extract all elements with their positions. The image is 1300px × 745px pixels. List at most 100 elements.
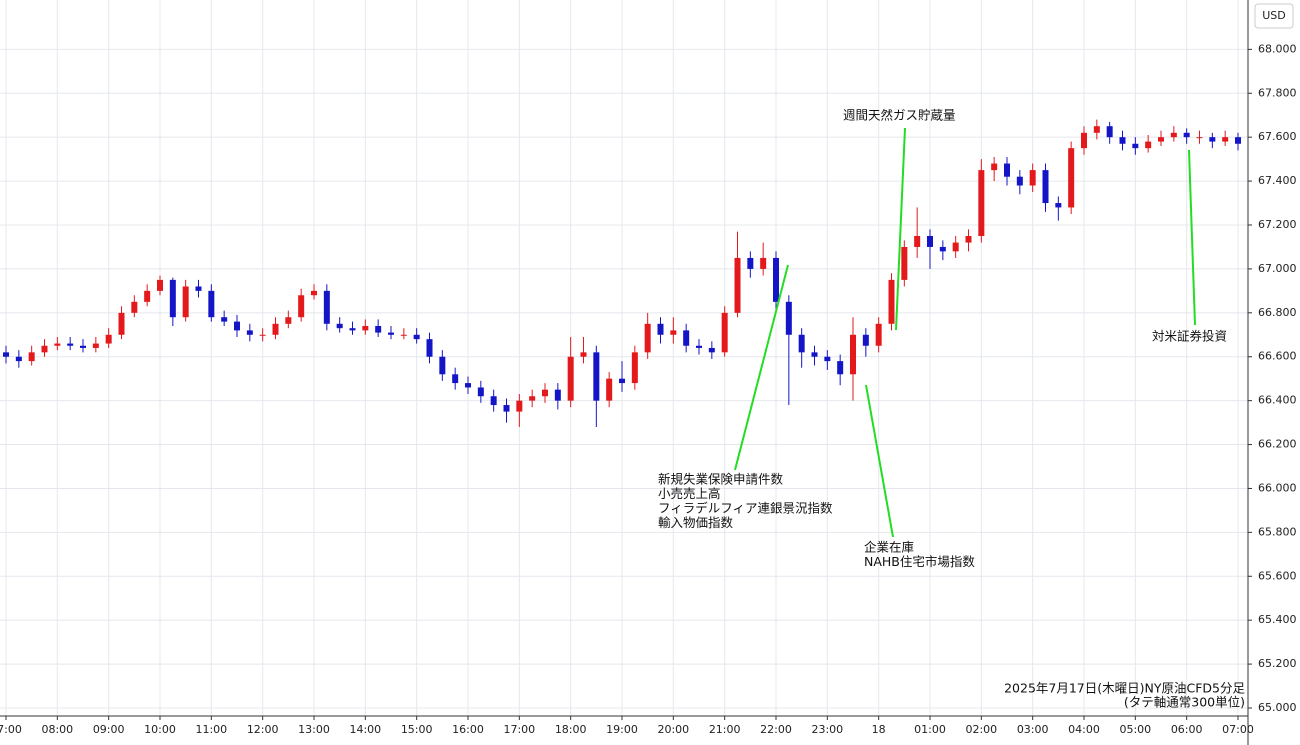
candle-body [747, 257, 754, 269]
x-tick-label: 19:00 [606, 723, 638, 736]
annotation-text: 小売売上高 [658, 486, 721, 501]
candle-body [760, 257, 767, 269]
candle-body [939, 246, 946, 252]
candle-body [1209, 137, 1216, 142]
candle-body [182, 286, 189, 318]
currency-label: USD [1262, 9, 1286, 22]
x-tick-label: 01:00 [914, 723, 946, 736]
x-tick-label: 12:00 [247, 723, 279, 736]
candle-body [375, 325, 382, 333]
candle-body [875, 323, 882, 346]
candle-body [1222, 137, 1229, 142]
candle-body [811, 352, 818, 357]
candle-body [1196, 137, 1203, 139]
x-tick-label: 14:00 [349, 723, 381, 736]
candle-body [1235, 137, 1241, 144]
y-tick-label: 66.800 [1258, 306, 1297, 319]
x-tick-label: 15:00 [401, 723, 433, 736]
y-tick-label: 67.600 [1258, 130, 1297, 143]
candle-body [144, 290, 151, 302]
candle-body [1145, 141, 1152, 149]
candle-body [400, 334, 407, 336]
candle-body [1004, 163, 1010, 177]
annotation-text: 新規失業保険申請件数 [658, 472, 784, 487]
y-tick-label: 67.200 [1258, 218, 1297, 231]
x-tick-label: 06:00 [1171, 723, 1203, 736]
candle-body [388, 332, 394, 335]
annotation-text: 週間天然ガス貯蔵量 [843, 108, 956, 123]
candle-body [734, 257, 741, 313]
candle-body [837, 361, 844, 375]
candle-body [631, 352, 638, 384]
y-tick-label: 67.800 [1258, 86, 1297, 99]
candle-body [195, 286, 202, 291]
candle-body [965, 235, 972, 243]
candle-body [349, 328, 356, 331]
x-tick-label: 18 [872, 723, 886, 736]
candle-body [696, 345, 702, 348]
candle-body [285, 317, 292, 324]
candle-body [92, 343, 99, 348]
candle-body [1106, 126, 1113, 138]
candle-body [529, 396, 536, 401]
y-tick-label: 65.000 [1258, 701, 1297, 714]
candle-body [516, 400, 523, 412]
candle-body [169, 279, 176, 318]
candle-body [554, 389, 561, 401]
candle-body [1055, 203, 1062, 208]
candle-body [914, 235, 921, 247]
candle-body [785, 301, 792, 335]
candle-body [1029, 170, 1036, 186]
candle-body [862, 334, 869, 346]
candle-body [413, 334, 420, 340]
candle-body [105, 334, 112, 344]
candle-body [888, 279, 895, 324]
annotation-text: フィラデルフィア連銀景況指数 [658, 501, 833, 516]
x-tick-label: 18:00 [555, 723, 587, 736]
annotation-text: NAHB住宅市場指数 [864, 554, 975, 569]
x-tick-label: 02:00 [965, 723, 997, 736]
x-tick-label: 13:00 [298, 723, 330, 736]
candle-body [1093, 126, 1100, 133]
candle-body [619, 378, 625, 384]
candle-body [1042, 170, 1049, 204]
candle-body [1183, 132, 1190, 138]
candle-body [593, 352, 600, 401]
candle-body [246, 330, 253, 335]
y-tick-label: 66.400 [1258, 394, 1297, 407]
x-tick-label: 03:00 [1017, 723, 1049, 736]
candle-body [927, 235, 933, 247]
candle-body [773, 257, 779, 302]
candle-body [272, 323, 279, 335]
candle-body [657, 323, 664, 335]
candle-body [978, 170, 985, 236]
candle-body [157, 279, 163, 291]
candle-body [336, 323, 343, 329]
candle-body [80, 345, 86, 348]
candle-body [54, 343, 61, 346]
footer-text: (タテ軸通常300単位) [1124, 695, 1245, 710]
x-tick-label: 20:00 [657, 723, 689, 736]
candle-body [850, 334, 856, 375]
x-tick-label: 07:00 [1222, 723, 1254, 736]
x-tick-label: 16:00 [452, 723, 484, 736]
annotation-line [1188, 149, 1196, 326]
candle-body [580, 352, 587, 357]
candle-body [901, 246, 908, 280]
x-tick-label: 17:00 [503, 723, 535, 736]
y-tick-label: 66.000 [1258, 481, 1297, 494]
x-tick-label: 23:00 [811, 723, 843, 736]
candle-body [670, 330, 677, 335]
candle-body [362, 325, 369, 331]
x-tick-label: 04:00 [1068, 723, 1100, 736]
y-tick-label: 65.800 [1258, 525, 1297, 538]
candle-body [952, 242, 959, 252]
candle-body [131, 301, 138, 313]
candle-body [234, 321, 240, 331]
candle-body [490, 396, 497, 406]
x-tick-label: 10:00 [144, 723, 176, 736]
y-tick-label: 65.400 [1258, 613, 1297, 626]
candle-body [542, 389, 548, 397]
